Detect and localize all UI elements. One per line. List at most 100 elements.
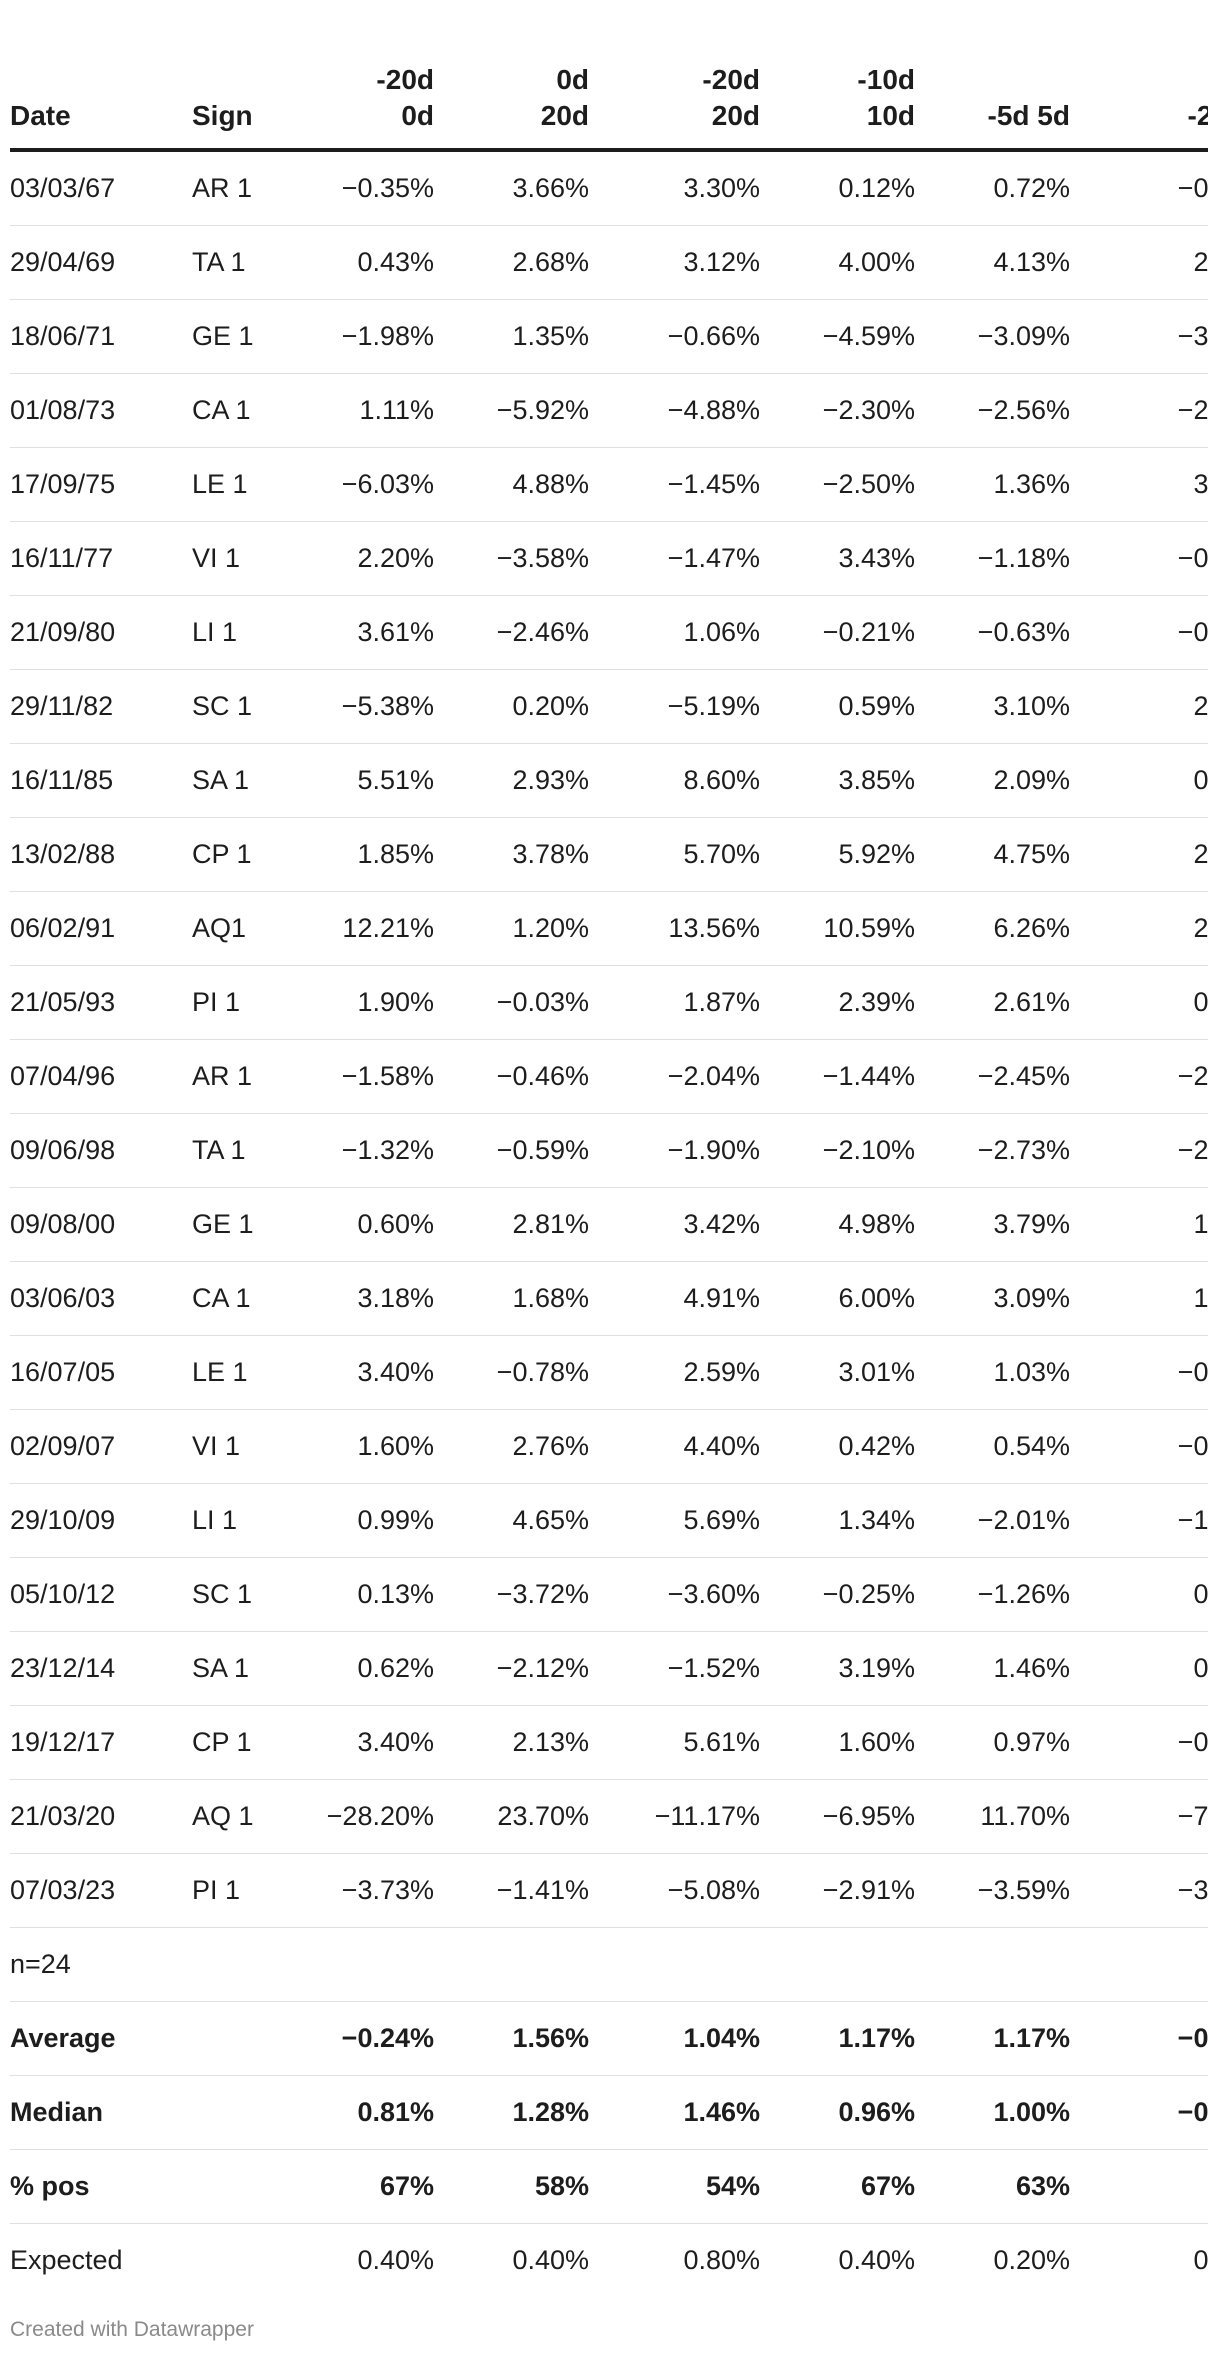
cell-sign: SA 1 [192, 1631, 300, 1706]
header-minus10d-10d: -10d 10d [760, 30, 915, 152]
summary-cell-minus10d-10d: 0.96% [760, 2075, 915, 2150]
cell-sign: SA 1 [192, 743, 300, 818]
cell-date: 21/05/93 [10, 965, 192, 1040]
cell-minus2d-2d: 3.36% [1070, 447, 1208, 522]
summary-cell-minus2d-2d: 0.08% [1193, 2245, 1208, 2275]
cell-minus20d-0d: 0.43% [300, 225, 434, 300]
cell-sign: PI 1 [192, 1853, 300, 1928]
data-table: Date Sign -20d 0d 0d 20d -20d 20d -10d 10d -… [10, 30, 1208, 2297]
cell-minus10d-10d: 4.00% [760, 225, 915, 300]
summary-cell-minus20d-20d: 54% [589, 2149, 760, 2224]
table-row: 17/09/75 LE 1 −6.03% 4.88% −1.45% −2.50% 1.36%… [10, 447, 1208, 522]
cell-minus10d-10d: 0.12% [760, 150, 915, 226]
cell-minus2d-2d: −3.52% [1070, 1853, 1208, 1928]
cell-0d-20d: 2.76% [434, 1409, 589, 1484]
summary-row-average: Average−0.24%1.56%1.04%1.17%1.17%−0.34% [10, 2001, 1208, 2076]
cell-date: 16/07/05 [10, 1335, 192, 1410]
cell-sign: AR 1 [192, 1039, 300, 1114]
cell-minus20d-0d: −3.73% [300, 1853, 434, 1928]
cell-minus5d-5d: −1.26% [915, 1557, 1070, 1632]
cell-minus20d-20d: 1.87% [589, 965, 760, 1040]
cell-minus20d-0d: 5.51% [300, 743, 434, 818]
cell-0d-20d: 2.81% [434, 1187, 589, 1262]
cell-minus10d-10d: 0.59% [760, 669, 915, 744]
cell-minus5d-5d: 3.10% [915, 669, 1070, 744]
cell-minus5d-5d: −3.09% [915, 299, 1070, 374]
table-row: 23/12/14 SA 1 0.62% −2.12% −1.52% 3.19% 1.46% 0… [10, 1631, 1208, 1706]
cell-minus20d-20d: −11.17% [589, 1779, 760, 1854]
cell-minus5d-5d: −2.73% [915, 1113, 1070, 1188]
summary-cell-0d-20d: 1.28% [434, 2075, 589, 2150]
cell-minus2d-2d: 1.61% [1070, 1261, 1208, 1336]
cell-minus2d-2d: 2.13% [1070, 891, 1208, 966]
cell-minus2d-2d: −7.44% [1070, 1779, 1208, 1854]
cell-minus20d-20d: 5.70% [589, 817, 760, 892]
cell-minus20d-0d: −1.32% [300, 1113, 434, 1188]
cell-date: 17/09/75 [10, 447, 192, 522]
cell-0d-20d: 1.35% [434, 299, 589, 374]
cell-minus5d-5d: 1.46% [915, 1631, 1070, 1706]
cell-minus2d-2d: −2.84% [1070, 1113, 1208, 1188]
cell-sign: VI 1 [192, 1409, 300, 1484]
cell-minus5d-5d: −2.01% [915, 1483, 1070, 1558]
header-sign: Sign [192, 30, 300, 152]
cell-0d-20d: −2.12% [434, 1631, 589, 1706]
cell-0d-20d: 23.70% [434, 1779, 589, 1854]
cell-minus10d-10d: −1.44% [760, 1039, 915, 1114]
cell-minus5d-5d: −2.56% [915, 373, 1070, 448]
cell-minus20d-0d: −0.35% [300, 150, 434, 226]
table-row: 16/07/05 LE 1 3.40% −0.78% 2.59% 3.01% 1.03% −0… [10, 1335, 1208, 1410]
cell-sign: GE 1 [192, 1187, 300, 1262]
cell-sign: AQ 1 [192, 1779, 300, 1854]
summary-label: Expected [10, 2245, 123, 2275]
cell-0d-20d: 2.93% [434, 743, 589, 818]
cell-minus20d-20d: −1.47% [589, 521, 760, 596]
cell-minus5d-5d: 6.26% [915, 891, 1070, 966]
cell-sign: LE 1 [192, 447, 300, 522]
cell-minus10d-10d: 5.92% [760, 817, 915, 892]
cell-0d-20d: −0.03% [434, 965, 589, 1040]
cell-minus2d-2d: −0.24% [1070, 521, 1208, 596]
cell-minus20d-20d: 8.60% [589, 743, 760, 818]
cell-minus10d-10d: −2.50% [760, 447, 915, 522]
cell-minus20d-20d: 1.06% [589, 595, 760, 670]
summary-cell-minus5d-5d: 63% [915, 2149, 1070, 2224]
cell-date: 29/10/09 [10, 1483, 192, 1558]
cell-minus2d-2d: −2.16% [1070, 1039, 1208, 1114]
cell-sign: LE 1 [192, 1335, 300, 1410]
cell-minus2d-2d: 0.23% [1070, 965, 1208, 1040]
cell-minus20d-20d: −1.45% [589, 447, 760, 522]
header-minus2d-2d: -2d 2d [1070, 30, 1208, 152]
cell-minus5d-5d: 1.36% [915, 447, 1070, 522]
header-minus20d-0d: -20d 0d [300, 30, 434, 152]
cell-minus20d-20d: 4.91% [589, 1261, 760, 1336]
summary-cell-minus5d-5d: 1.17% [915, 2001, 1070, 2076]
cell-minus5d-5d: 0.72% [915, 150, 1070, 226]
cell-0d-20d: 3.78% [434, 817, 589, 892]
cell-minus5d-5d: 2.09% [915, 743, 1070, 818]
summary-cell-minus20d-0d: −0.24% [300, 2001, 434, 2076]
cell-date: 21/09/80 [10, 595, 192, 670]
summary-label: % pos [10, 2149, 300, 2224]
cell-minus2d-2d: 0.66% [1070, 1557, 1208, 1632]
summary-cell-0d-20d: 58% [434, 2149, 589, 2224]
cell-minus20d-0d: 0.60% [300, 1187, 434, 1262]
cell-minus20d-20d: −0.66% [589, 299, 760, 374]
table-row: 16/11/77 VI 1 2.20% −3.58% −1.47% 3.43% −1.18%… [10, 521, 1208, 596]
table-row: 29/11/82 SC 1 −5.38% 0.20% −5.19% 0.59% 3.10% 2… [10, 669, 1208, 744]
table-row: 21/03/20 AQ 1 −28.20% 23.70% −11.17% −6.95% 11… [10, 1779, 1208, 1854]
cell-minus20d-0d: −6.03% [300, 447, 434, 522]
cell-date: 16/11/85 [10, 743, 192, 818]
cell-minus2d-2d: −0.04% [1070, 1705, 1208, 1780]
cell-minus2d-2d: 1.48% [1070, 1187, 1208, 1262]
cell-date: 03/03/67 [10, 150, 192, 226]
cell-minus20d-0d: 3.61% [300, 595, 434, 670]
cell-minus20d-0d: 12.21% [300, 891, 434, 966]
cell-minus20d-0d: 1.85% [300, 817, 434, 892]
